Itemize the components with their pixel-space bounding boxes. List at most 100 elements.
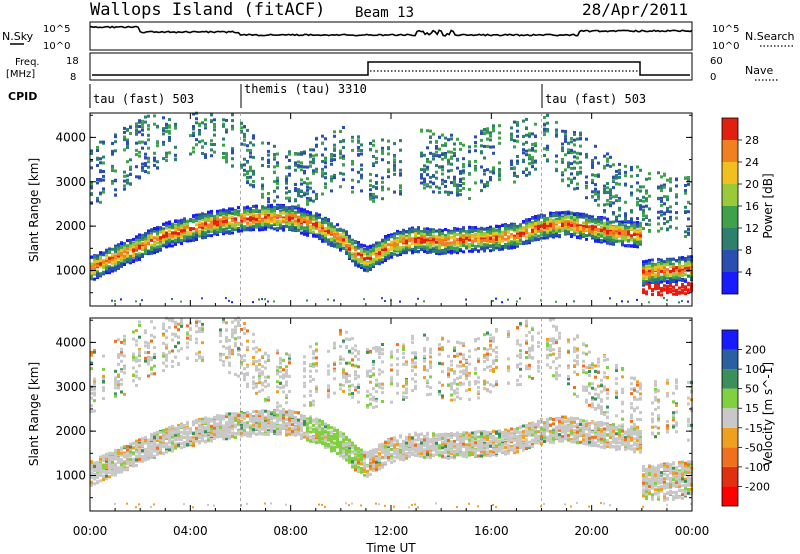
echo-cell-1165 (237, 206, 240, 209)
echo-cell-890 (201, 226, 204, 230)
echo-cell-3698 (543, 133, 546, 137)
echo-cell-159 (108, 269, 111, 273)
echo-cell-2507 (399, 186, 402, 190)
echo-cell-3040 (462, 143, 465, 147)
echo-cell-3416 (510, 126, 513, 130)
echo-cell-1610 (291, 216, 294, 220)
echo-cell-2528 (402, 232, 405, 236)
echo-cell-3085 (468, 187, 471, 191)
echo-cell-1274 (249, 218, 252, 222)
echo-cell-1494 (276, 226, 279, 230)
echo-cell-1427 (267, 141, 270, 145)
echo-cell-2049 (342, 243, 345, 246)
echo-cell-2321 (375, 157, 378, 160)
echo-cell-2394 (387, 237, 390, 241)
echo-cell-1953 (330, 153, 333, 157)
echo-cell-1955 (330, 162, 333, 166)
echo-cell-1225 (243, 168, 246, 172)
echo-cell-476 (144, 115, 147, 119)
echo-cell-1629 (294, 219, 297, 223)
echo-cell-934 (207, 227, 210, 231)
echo-cell-2406 (387, 248, 390, 252)
freq-label: Freq. (15, 57, 40, 68)
echo-cell-1276 (249, 207, 252, 211)
echo-cell-4913 (681, 270, 684, 274)
echo-cell-4251 (609, 220, 612, 224)
echo-cell-2286 (372, 143, 375, 147)
echo-cell-4483 (636, 188, 639, 192)
echo-cell-850 (195, 223, 198, 227)
echo-cell-1302 (252, 215, 255, 219)
echo-cell-4646 (654, 268, 657, 272)
echo-cell-3002 (459, 229, 462, 233)
echo-cell-4740 (663, 222, 666, 225)
echo-cell-2389 (384, 300, 386, 302)
echo-cell-58 (96, 264, 99, 268)
echo-cell-4675 (657, 210, 660, 214)
echo-cell-3445 (513, 167, 516, 171)
echo-cell-2939 (453, 243, 456, 246)
echo-cell-201 (114, 249, 117, 253)
echo-cell-4505 (639, 240, 642, 244)
echo-cell-3376 (504, 245, 507, 249)
echo-cell-1806 (312, 161, 315, 165)
echo-cell-2462 (393, 190, 396, 194)
echo-cell-2051 (342, 231, 345, 235)
echo-cell-4064 (588, 219, 591, 223)
echo-cell-2732 (429, 129, 432, 133)
echo-cell-708 (174, 228, 177, 232)
echo-cell-3374 (504, 227, 507, 231)
echo-cell-2153 (357, 259, 360, 263)
echo-cell-1055 (222, 220, 225, 224)
echo-cell-1226 (243, 157, 246, 161)
echo-cell-3605 (531, 142, 534, 146)
echo-cell-4506 (639, 168, 642, 172)
echo-cell-646 (165, 125, 168, 129)
echo-cell-1546 (285, 209, 288, 213)
echo-cell-419 (138, 176, 141, 180)
echo-cell-4748 (663, 212, 666, 216)
echo-cell-1220 (243, 225, 246, 229)
echo-cell-2047 (342, 246, 345, 250)
echo-cell-3867 (564, 137, 567, 141)
echo-cell-3963 (576, 212, 579, 216)
echo-cell-4680 (657, 185, 660, 189)
echo-cell-4149 (597, 232, 600, 236)
echo-cell-3832 (561, 217, 564, 221)
echo-cell-3120 (474, 228, 477, 232)
echo-cell-36 (93, 256, 96, 260)
echo-cell-930 (204, 126, 207, 130)
echo-cell-1910 (324, 161, 327, 165)
echo-cell-3461 (516, 241, 519, 244)
echo-cell-139 (105, 257, 108, 261)
echo-cell-2034 (339, 171, 342, 175)
echo-cell-2647 (420, 181, 423, 185)
echo-cell-3945 (573, 131, 576, 134)
echo-cell-2455 (393, 160, 396, 164)
echo-cell-3011 (459, 193, 462, 197)
echo-cell-3782 (555, 214, 558, 218)
echo-cell-3866 (564, 132, 567, 135)
echo-cell-4827 (672, 257, 675, 261)
echo-cell-3039 (462, 165, 465, 169)
echo-cell-2826 (441, 249, 444, 252)
echo-cell-2118 (351, 238, 354, 242)
echo-cell-3498 (519, 231, 522, 235)
echo-cell-4114 (594, 218, 597, 222)
echo-cell-4088 (591, 234, 594, 238)
echo-cell-1999 (336, 239, 339, 243)
echo-cell-676 (171, 222, 174, 226)
echo-cell-4543 (642, 209, 645, 213)
echo-cell-3091 (471, 248, 474, 251)
echo-cell-2952 (453, 181, 456, 185)
echo-cell-706 (174, 238, 177, 242)
echo-cell-1476 (273, 171, 276, 175)
echo-cell-3122 (474, 232, 477, 236)
echo-cell-637 (165, 245, 168, 249)
echo-cell-3629 (534, 219, 537, 222)
echo-cell-439 (141, 162, 144, 166)
echo-cell-436 (141, 254, 144, 257)
echo-cell-1311 (252, 184, 255, 188)
echo-cell-836 (192, 112, 195, 116)
echo-cell-2898 (447, 138, 450, 142)
